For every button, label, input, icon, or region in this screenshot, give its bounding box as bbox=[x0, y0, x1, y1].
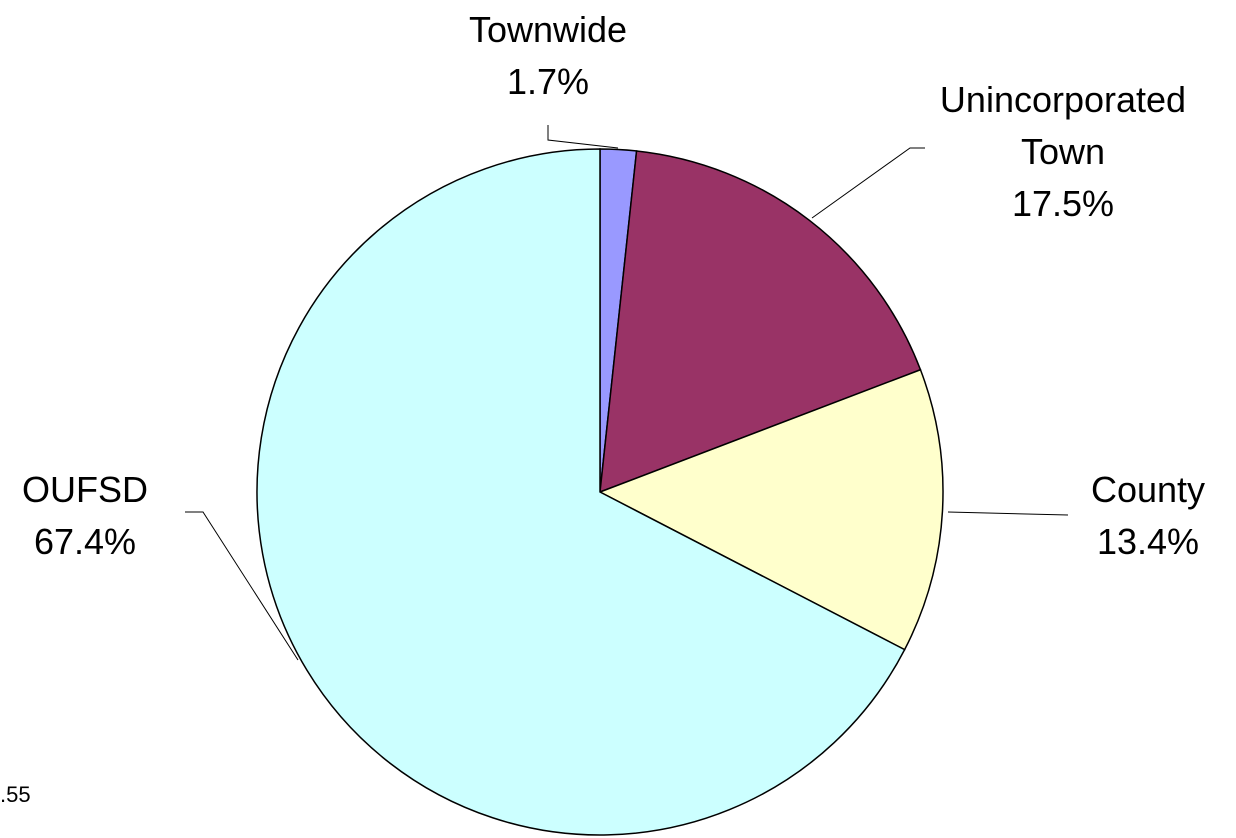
value-label: 17.5% bbox=[1011, 183, 1115, 224]
slice-label: Townwide 1.7% bbox=[418, 4, 678, 108]
footnote: .55 bbox=[0, 782, 31, 807]
pie-slice bbox=[598, 368, 944, 651]
category-label: Townwide bbox=[468, 9, 628, 50]
category-label: OUFSD bbox=[22, 469, 148, 510]
leader-line bbox=[185, 511, 299, 661]
slice-label: Unincorporated Town 17.5% bbox=[923, 74, 1203, 230]
category-label: Unincorporated Town bbox=[939, 79, 1187, 172]
leader-line bbox=[947, 511, 1069, 516]
category-label: County bbox=[1090, 469, 1206, 510]
leader-line bbox=[811, 147, 925, 219]
slice-label: County 13.4% bbox=[1048, 464, 1236, 568]
pie-slice bbox=[256, 148, 906, 836]
value-label: 67.4% bbox=[33, 521, 137, 562]
leader-line bbox=[547, 125, 619, 149]
slice-label: OUFSD 67.4% bbox=[0, 464, 170, 568]
value-label: 1.7% bbox=[506, 61, 590, 102]
value-label: 13.4% bbox=[1096, 521, 1200, 562]
pie-slice bbox=[599, 150, 922, 494]
